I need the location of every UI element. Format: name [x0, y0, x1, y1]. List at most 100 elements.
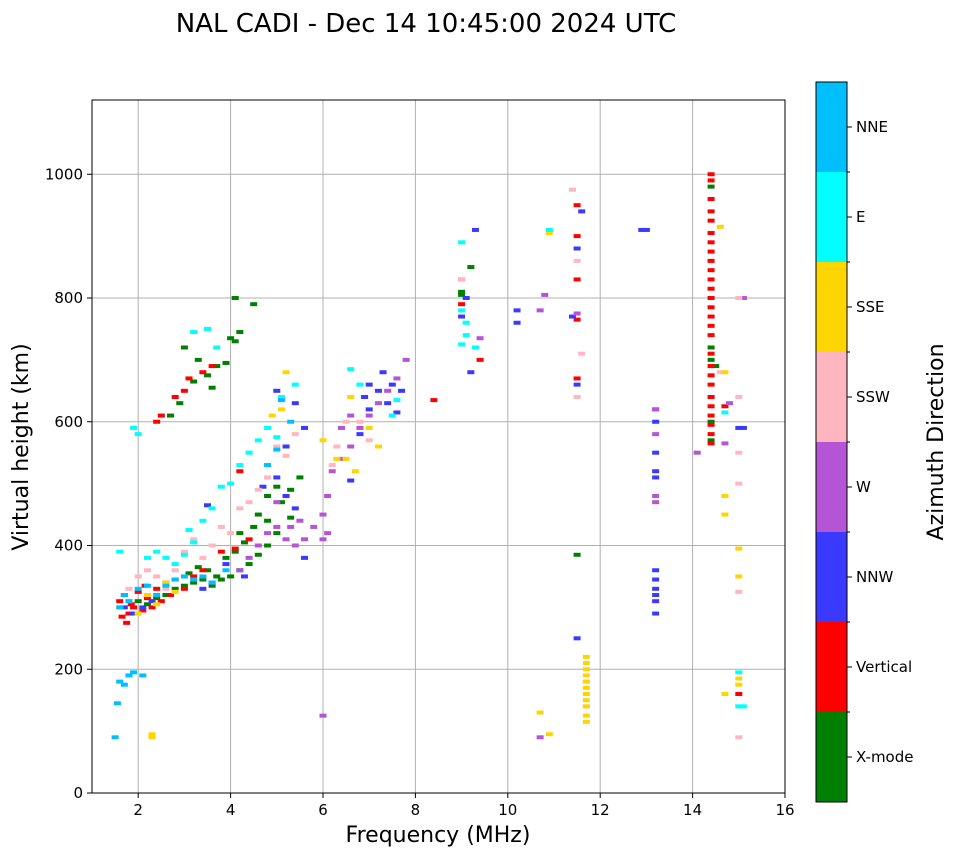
- data-point: [167, 593, 175, 597]
- data-point: [707, 441, 715, 446]
- data-point: [291, 543, 299, 548]
- data-point: [388, 413, 396, 418]
- colorbar-label: NNE: [856, 118, 888, 136]
- data-point: [287, 419, 295, 424]
- x-tick-label: 8: [411, 801, 421, 819]
- data-point: [231, 549, 239, 554]
- data-point: [573, 246, 581, 251]
- data-point: [277, 407, 285, 412]
- data-point: [347, 478, 355, 483]
- data-point: [573, 311, 581, 316]
- data-point: [227, 574, 235, 579]
- data-point: [398, 388, 406, 393]
- data-point: [707, 277, 715, 282]
- data-point: [707, 382, 715, 387]
- y-axis-label: Virtual height (km): [9, 343, 34, 550]
- data-point: [162, 586, 170, 591]
- data-point: [573, 552, 581, 557]
- data-point: [143, 593, 151, 597]
- data-point: [582, 704, 590, 709]
- data-point: [582, 692, 590, 696]
- colorbar-swatch: [816, 262, 847, 352]
- data-point: [735, 425, 743, 430]
- data-point: [301, 537, 309, 542]
- data-point: [735, 574, 743, 579]
- data-point: [127, 602, 135, 607]
- data-point: [190, 580, 198, 585]
- data-point: [458, 292, 466, 297]
- data-point: [707, 178, 715, 183]
- data-point: [707, 314, 715, 319]
- data-point: [125, 611, 133, 616]
- data-point: [365, 438, 373, 443]
- data-point: [388, 382, 396, 387]
- data-point: [116, 549, 124, 554]
- data-point: [222, 562, 230, 567]
- data-point: [458, 277, 466, 282]
- colorbar-swatch: [816, 622, 847, 712]
- data-point: [125, 586, 133, 591]
- data-point: [153, 602, 161, 607]
- data-point: [148, 599, 156, 604]
- data-point: [536, 735, 544, 740]
- data-point: [582, 667, 590, 672]
- data-point: [120, 593, 128, 597]
- data-point: [467, 265, 475, 270]
- data-point: [264, 518, 272, 523]
- chart-title: NAL CADI - Dec 14 10:45:00 2024 UTC: [176, 9, 676, 39]
- data-point: [402, 357, 410, 362]
- data-point: [582, 698, 590, 703]
- data-point: [116, 599, 124, 604]
- data-point: [707, 422, 715, 427]
- data-point: [273, 444, 281, 449]
- series-w: [236, 292, 747, 740]
- data-point: [578, 351, 586, 356]
- data-point: [227, 531, 235, 536]
- data-point: [231, 546, 239, 551]
- data-point: [148, 605, 156, 610]
- data-point: [735, 670, 743, 675]
- data-point: [282, 370, 290, 375]
- data-point: [735, 704, 743, 709]
- data-point: [120, 682, 128, 687]
- data-point: [735, 682, 743, 687]
- data-point: [171, 568, 179, 573]
- data-point: [199, 568, 207, 573]
- data-point: [167, 413, 175, 418]
- data-point: [116, 605, 124, 610]
- data-point: [222, 568, 230, 573]
- data-point: [365, 413, 373, 418]
- colorbar-swatch: [816, 352, 847, 442]
- data-point: [319, 537, 327, 542]
- data-point: [208, 506, 216, 511]
- colorbar-label: NNW: [856, 568, 893, 586]
- data-point: [735, 676, 743, 681]
- data-point: [143, 555, 151, 560]
- data-point: [162, 555, 170, 560]
- colorbar-swatch: [816, 82, 847, 172]
- data-point: [254, 487, 262, 492]
- data-point: [333, 444, 341, 449]
- data-point: [319, 438, 327, 443]
- data-point: [245, 500, 253, 505]
- data-point: [693, 450, 701, 455]
- data-point: [277, 500, 285, 505]
- data-point: [264, 425, 272, 430]
- data-point: [162, 593, 170, 597]
- data-point: [707, 404, 715, 409]
- data-point: [282, 537, 290, 542]
- data-point: [130, 670, 138, 675]
- data-point: [707, 209, 715, 214]
- plot-frame: [91, 99, 786, 794]
- data-point: [721, 370, 729, 375]
- data-point: [476, 336, 484, 341]
- data-point: [573, 636, 581, 641]
- x-tick-label: 16: [775, 801, 794, 819]
- y-tick-label: 200: [54, 660, 83, 678]
- data-point: [573, 382, 581, 387]
- data-point: [264, 543, 272, 548]
- x-tick-label: 12: [591, 801, 610, 819]
- data-point: [236, 506, 244, 511]
- data-point: [328, 469, 336, 474]
- data-point: [365, 425, 373, 430]
